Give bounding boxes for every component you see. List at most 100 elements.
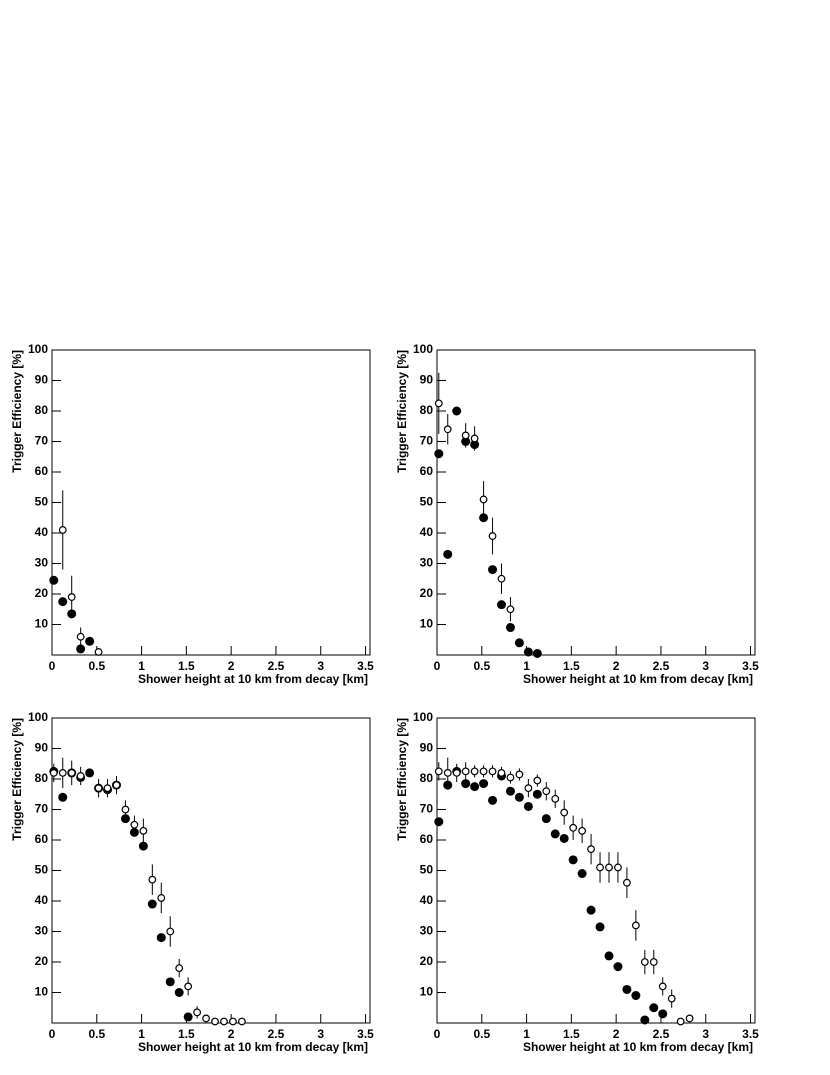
data-point xyxy=(138,841,148,851)
x-tick-label: 1 xyxy=(138,659,145,673)
y-tick-label: 30 xyxy=(420,556,434,570)
data-point xyxy=(130,820,139,829)
data-point xyxy=(623,878,631,887)
data-point xyxy=(443,769,452,777)
data-point xyxy=(183,1012,193,1022)
data-point xyxy=(175,964,184,972)
y-axis-label: Trigger Efficiency [%] xyxy=(395,718,409,841)
y-tick-label: 30 xyxy=(35,924,49,938)
data-point xyxy=(49,575,59,585)
data-point xyxy=(622,984,632,994)
data-point xyxy=(488,767,497,776)
plot-frame xyxy=(51,349,371,656)
y-axis-label: Trigger Efficiency [%] xyxy=(395,350,409,473)
data-point xyxy=(497,574,506,583)
x-tick-label: 1.5 xyxy=(178,659,195,673)
data-point xyxy=(211,1017,219,1026)
data-point xyxy=(506,773,515,782)
data-point xyxy=(533,776,542,785)
data-point xyxy=(667,994,676,1003)
y-tick-label: 20 xyxy=(420,586,434,600)
data-point xyxy=(568,855,578,865)
data-point xyxy=(174,988,184,997)
data-point xyxy=(147,899,157,909)
data-point xyxy=(631,991,641,1001)
y-tick-label: 30 xyxy=(35,556,49,570)
data-point xyxy=(49,769,58,777)
data-point xyxy=(121,805,130,814)
data-point xyxy=(569,823,578,832)
y-tick-label: 100 xyxy=(28,342,48,356)
data-point xyxy=(506,605,515,614)
data-point xyxy=(470,782,480,792)
y-tick-label: 50 xyxy=(35,495,49,509)
y-tick-label: 90 xyxy=(420,373,434,387)
x-axis-label: Shower height at 10 km from decay [km] xyxy=(138,1040,368,1054)
data-point xyxy=(587,845,595,854)
data-point xyxy=(497,769,506,777)
plot-frame xyxy=(436,717,756,1024)
data-point xyxy=(85,636,95,646)
x-tick-label: 2 xyxy=(613,659,620,673)
data-point xyxy=(166,927,175,936)
data-point xyxy=(220,1017,228,1026)
data-point xyxy=(479,779,489,789)
y-tick-label: 70 xyxy=(35,434,49,448)
y-tick-label: 40 xyxy=(35,525,49,539)
data-point xyxy=(578,826,587,835)
y-tick-label: 100 xyxy=(28,710,48,724)
y-tick-label: 20 xyxy=(35,586,49,600)
y-tick-label: 90 xyxy=(35,741,49,755)
data-point xyxy=(649,958,658,966)
y-tick-label: 40 xyxy=(420,893,434,907)
data-point xyxy=(184,982,193,991)
y-tick-label: 100 xyxy=(413,710,433,724)
x-tick-label: 3.5 xyxy=(357,1027,374,1041)
data-point xyxy=(559,833,569,843)
x-tick-label: 2.5 xyxy=(653,659,670,673)
data-point xyxy=(523,801,533,811)
y-tick-label: 10 xyxy=(420,617,434,631)
x-tick-label: 3.5 xyxy=(357,659,374,673)
data-point xyxy=(94,784,103,793)
data-point xyxy=(470,767,479,776)
data-point xyxy=(488,565,498,575)
y-tick-label: 40 xyxy=(420,525,434,539)
y-tick-label: 10 xyxy=(420,985,434,999)
x-tick-label: 3 xyxy=(702,659,709,673)
data-point xyxy=(550,829,560,839)
data-point xyxy=(496,600,506,610)
data-point xyxy=(640,1015,650,1025)
data-point xyxy=(532,648,542,658)
x-tick-label: 1.5 xyxy=(563,659,580,673)
data-point xyxy=(67,593,76,601)
y-tick-label: 100 xyxy=(413,342,433,356)
y-tick-label: 90 xyxy=(35,373,49,387)
data-point xyxy=(479,495,488,504)
data-point xyxy=(76,632,85,641)
data-point xyxy=(461,779,471,789)
data-point xyxy=(631,921,640,930)
data-point xyxy=(434,817,444,827)
data-point xyxy=(541,814,551,824)
data-point xyxy=(524,784,533,793)
y-tick-label: 70 xyxy=(420,434,434,448)
y-tick-label: 10 xyxy=(35,617,49,631)
data-point xyxy=(94,648,103,656)
data-point xyxy=(551,794,560,803)
data-point xyxy=(658,1009,668,1019)
y-tick-label: 50 xyxy=(420,863,434,877)
data-point xyxy=(505,623,515,633)
y-tick-label: 30 xyxy=(420,924,434,938)
data-point xyxy=(112,781,121,789)
data-point xyxy=(229,1017,237,1026)
data-point xyxy=(193,1008,202,1017)
y-tick-label: 50 xyxy=(35,863,49,877)
x-tick-label: 0 xyxy=(49,1027,56,1041)
x-tick-label: 3.5 xyxy=(742,659,759,673)
data-point xyxy=(470,434,479,443)
data-point xyxy=(157,894,166,902)
y-tick-label: 70 xyxy=(35,802,49,816)
y-axis-label: Trigger Efficiency [%] xyxy=(10,718,24,841)
y-tick-label: 60 xyxy=(35,464,49,478)
